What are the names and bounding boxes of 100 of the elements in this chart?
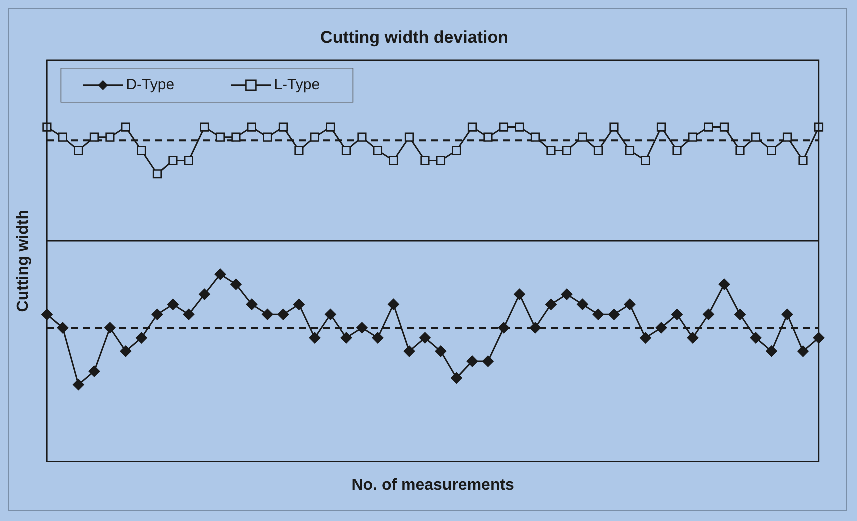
point	[766, 346, 778, 358]
point	[704, 122, 714, 132]
point	[625, 146, 635, 156]
point	[561, 288, 573, 300]
point	[136, 332, 148, 344]
point	[326, 122, 336, 132]
point	[90, 132, 99, 142]
point	[389, 156, 398, 166]
point	[750, 332, 762, 344]
point	[482, 356, 494, 368]
point	[310, 132, 320, 142]
point	[530, 132, 540, 142]
point	[120, 346, 132, 358]
point	[309, 332, 321, 344]
point	[452, 146, 462, 156]
point	[435, 346, 447, 358]
x-axis-title: No. of measurements	[352, 476, 515, 494]
point	[57, 322, 69, 334]
point	[200, 122, 210, 132]
point	[340, 332, 352, 344]
point	[278, 308, 290, 320]
point	[214, 268, 226, 280]
point	[640, 332, 652, 344]
point	[515, 122, 524, 132]
point	[263, 132, 272, 142]
y-axis-title: Cutting width	[15, 210, 32, 312]
point	[656, 122, 666, 132]
point	[687, 332, 699, 344]
point	[247, 122, 257, 132]
point	[468, 122, 478, 132]
point	[216, 132, 225, 142]
point	[232, 132, 241, 142]
point	[436, 156, 446, 166]
point	[751, 132, 761, 142]
point	[656, 322, 668, 334]
point	[703, 308, 714, 320]
point	[782, 132, 792, 142]
point	[152, 170, 162, 179]
point	[608, 308, 620, 320]
point	[278, 122, 288, 132]
point	[373, 146, 383, 156]
point	[782, 308, 794, 320]
point	[356, 322, 368, 334]
point	[294, 298, 305, 310]
point	[562, 146, 572, 156]
point	[152, 308, 164, 320]
point	[798, 156, 808, 166]
point	[672, 146, 682, 156]
legend-label: D-Type	[126, 76, 175, 94]
point	[498, 322, 510, 334]
point	[718, 278, 730, 290]
point	[58, 132, 68, 142]
point	[514, 288, 526, 300]
point	[624, 298, 636, 310]
point	[262, 308, 274, 320]
point	[592, 308, 604, 320]
point	[530, 322, 542, 334]
point	[484, 132, 493, 142]
point	[183, 308, 195, 320]
point	[168, 298, 179, 310]
point	[342, 146, 352, 156]
point	[594, 146, 604, 156]
point	[736, 146, 745, 156]
point	[168, 156, 178, 166]
point	[121, 122, 130, 132]
point	[420, 156, 430, 166]
point	[294, 146, 304, 156]
point	[578, 132, 588, 142]
point	[372, 332, 384, 344]
point	[420, 332, 431, 344]
point	[388, 298, 400, 310]
point	[641, 156, 650, 166]
point	[137, 146, 146, 156]
point	[325, 308, 336, 320]
point	[688, 132, 698, 142]
point	[546, 146, 556, 156]
point	[734, 308, 746, 320]
chart-title: Cutting width deviation	[320, 28, 508, 47]
point	[88, 366, 100, 378]
point	[404, 346, 416, 358]
point	[577, 298, 588, 310]
legend-label: L-Type	[274, 76, 320, 94]
point	[546, 298, 557, 310]
point	[184, 156, 194, 166]
point	[199, 288, 210, 300]
point	[358, 132, 367, 142]
point	[230, 278, 242, 290]
point	[499, 122, 509, 132]
point	[451, 372, 462, 384]
point	[720, 122, 730, 132]
point	[466, 356, 478, 368]
point	[74, 146, 84, 156]
point	[104, 322, 116, 334]
point	[106, 132, 115, 142]
point	[404, 132, 414, 142]
point	[73, 379, 84, 391]
point	[798, 346, 809, 358]
point	[610, 122, 619, 132]
point	[246, 298, 258, 310]
point	[672, 308, 683, 320]
